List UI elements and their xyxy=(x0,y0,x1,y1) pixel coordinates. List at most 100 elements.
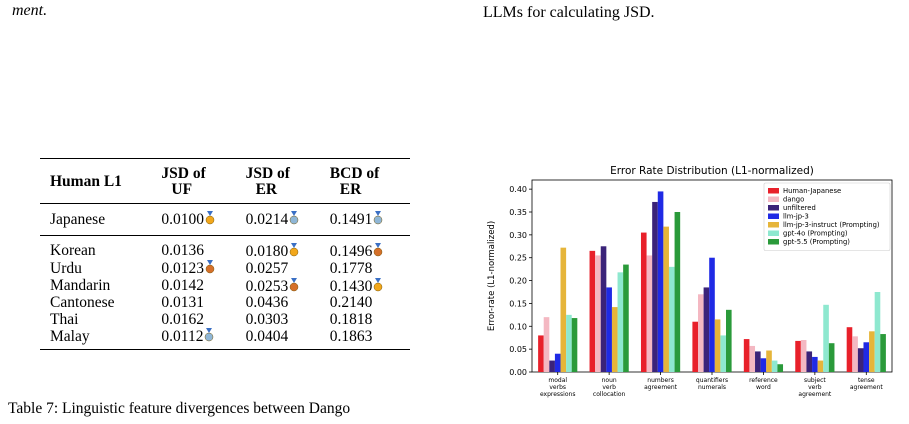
x-tick-label: noun xyxy=(602,377,617,384)
x-tick-label: subject xyxy=(804,377,826,384)
y-tick-label: 0.05 xyxy=(509,345,527,354)
bar xyxy=(617,272,624,372)
x-tick-label: word xyxy=(756,384,771,391)
cell-value: Cantonese xyxy=(50,294,115,311)
cell-value: 0.0100 xyxy=(161,211,205,228)
x-tick-label: tense xyxy=(858,377,875,384)
legend-swatch xyxy=(768,196,779,202)
cell-value: 0.1496 xyxy=(329,242,373,260)
cell-value: 0.0257 xyxy=(245,259,289,277)
bar xyxy=(692,321,698,372)
y-tick-label: 0.10 xyxy=(509,322,527,331)
legend-swatch xyxy=(768,239,779,245)
bar xyxy=(777,364,784,372)
cell-uf: 0.0136 xyxy=(157,235,241,260)
cell-value: 0.1778 xyxy=(329,259,373,277)
bar xyxy=(703,287,710,372)
y-tick-label: 0.20 xyxy=(509,277,527,286)
bar xyxy=(869,331,875,372)
cell-uf: 0.0131 xyxy=(157,294,241,312)
table-row: Malay 0.0112 0.0404 0.1863 xyxy=(40,327,410,350)
y-tick-label: 0.40 xyxy=(509,185,527,194)
x-tick-label: numerals xyxy=(698,384,726,391)
cell-l1: Urdu xyxy=(40,260,157,278)
table-row: Thai 0.0162 0.0303 0.1818 xyxy=(40,310,410,329)
bar xyxy=(566,314,572,372)
legend-swatch xyxy=(768,205,779,211)
table-row: Korean 0.0136 0.0180 0.1496 xyxy=(40,235,410,260)
bar xyxy=(771,360,778,372)
y-tick-label: 0.15 xyxy=(509,299,527,308)
cell-er: 0.0257 xyxy=(242,260,326,278)
cell-value: 0.1491 xyxy=(329,211,373,228)
cell-bcd: 0.1818 xyxy=(326,311,410,329)
table-body: Japanese 0.0100 0.0214 0.1491 Korean 0.0136 0.… xyxy=(40,203,410,350)
cell-value: Malay xyxy=(50,327,90,345)
bar xyxy=(846,327,853,372)
bar xyxy=(652,201,658,372)
table-row: Mandarin 0.0142 0.0253 0.1430 xyxy=(40,277,410,296)
legend-entry: llm-jp-3 xyxy=(783,213,809,221)
bar xyxy=(571,318,578,372)
cell-uf: 0.0162 xyxy=(157,311,241,329)
legend-entry: llm-jp-3-instruct (Prompting) xyxy=(783,221,880,229)
right-column-fragment: LLMs for calculating JSD. xyxy=(483,4,655,21)
cell-l1: Mandarin xyxy=(40,277,157,296)
bronze-medal-icon xyxy=(374,242,383,256)
table-header-row: Human L1 JSD of UF JSD of ER BCD of ER xyxy=(40,158,410,204)
cell-bcd: 0.1778 xyxy=(326,260,410,278)
cell-l1: Thai xyxy=(40,310,157,329)
cell-value: Korean xyxy=(50,242,96,259)
header-human-l1: Human L1 xyxy=(40,158,158,204)
bar xyxy=(663,226,669,372)
gold-medal-icon xyxy=(289,242,299,256)
cell-er: 0.0214 xyxy=(241,203,326,236)
cell-value: 0.0303 xyxy=(245,310,289,328)
bar xyxy=(623,264,629,372)
gold-medal-icon xyxy=(205,211,215,225)
bar xyxy=(828,343,835,372)
bar xyxy=(857,348,864,372)
error-rate-chart: Error Rate Distribution (L1-normalized) E… xyxy=(487,165,893,398)
gold-medal-icon xyxy=(374,277,383,291)
table-caption: Table 7: Linguistic feature divergences … xyxy=(8,400,351,417)
cell-uf: 0.0142 xyxy=(157,277,241,296)
cell-er: 0.0253 xyxy=(242,277,326,296)
bronze-medal-icon xyxy=(205,260,215,274)
legend-box xyxy=(763,182,891,251)
cell-l1: Malay xyxy=(40,327,158,350)
bar xyxy=(806,351,813,372)
cell-er: 0.0180 xyxy=(242,235,326,260)
cell-value: 0.2140 xyxy=(329,294,373,311)
legend-entry: gpt-4o (Prompting) xyxy=(783,230,848,238)
bar xyxy=(726,309,732,372)
header-jsd-er: JSD of ER xyxy=(241,158,326,204)
header-bcd-er: BCD of ER xyxy=(325,158,410,204)
y-tick-label: 0.30 xyxy=(509,231,527,240)
bar xyxy=(874,292,881,372)
x-tick-label: agreement xyxy=(644,384,678,391)
divergence-table: Human L1 JSD of UF JSD of ER BCD of ER Japa… xyxy=(40,158,410,350)
bar xyxy=(646,255,653,372)
cell-value: 0.0404 xyxy=(245,327,289,345)
y-tick-label: 0.00 xyxy=(509,368,527,377)
bar xyxy=(606,287,612,372)
cell-value: 0.0112 xyxy=(161,328,204,345)
silver-medal-icon xyxy=(289,211,299,225)
cell-value: Thai xyxy=(50,310,79,328)
bar xyxy=(760,358,767,372)
cell-bcd: 0.2140 xyxy=(326,294,410,312)
bar xyxy=(714,319,721,372)
bar xyxy=(749,345,756,372)
bar xyxy=(538,335,544,372)
bar xyxy=(674,212,681,372)
bar xyxy=(817,360,824,372)
cell-value: 0.0131 xyxy=(161,294,205,311)
bar xyxy=(554,353,561,372)
bronze-medal-icon xyxy=(289,277,299,291)
bar xyxy=(560,247,567,372)
previous-page-fragment: ment. xyxy=(12,2,48,19)
bar xyxy=(863,342,870,372)
bar xyxy=(766,350,772,372)
x-tick-label: agreement xyxy=(798,391,832,398)
